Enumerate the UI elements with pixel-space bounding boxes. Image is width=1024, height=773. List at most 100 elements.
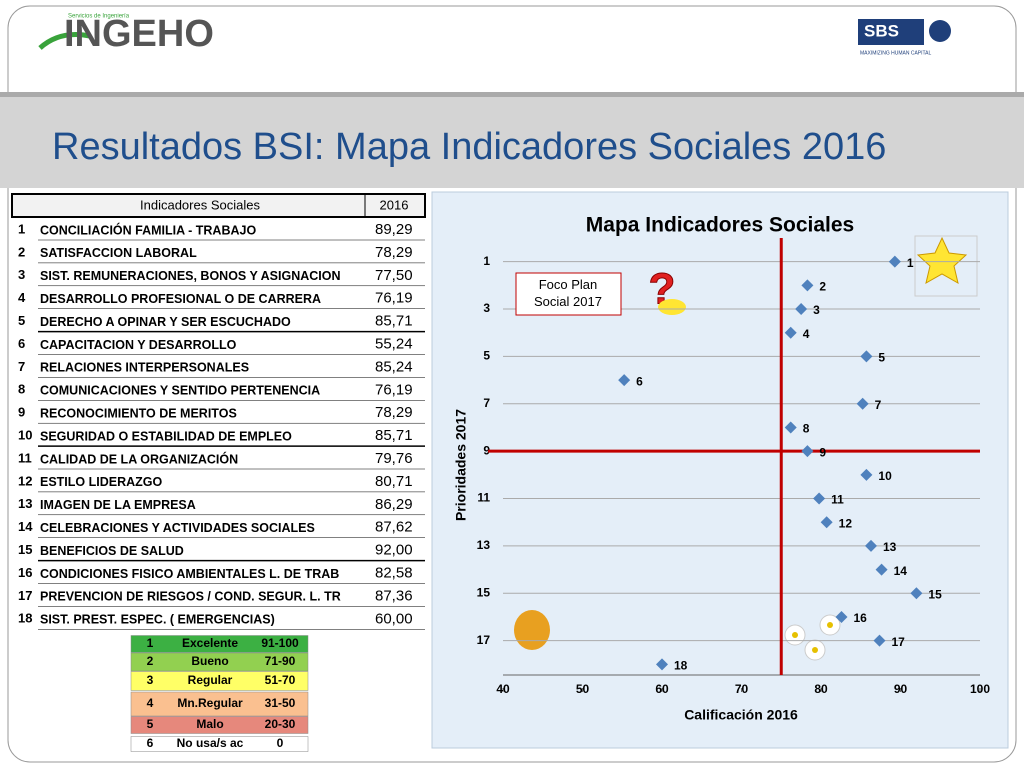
table-header: 2016	[380, 197, 409, 212]
row-value: 55,24	[375, 335, 413, 352]
scale-cell: 2	[147, 654, 154, 668]
logo-right: SBS	[864, 21, 899, 40]
point-label: 4	[803, 327, 810, 341]
point	[910, 587, 923, 600]
row-value: 87,36	[375, 587, 413, 604]
point-label: 12	[839, 516, 853, 530]
row-value: 76,19	[375, 290, 413, 307]
row-name: DERECHO A OPINAR Y SER ESCUCHADO	[40, 315, 291, 329]
row-value-bg	[365, 402, 425, 425]
point	[860, 350, 873, 363]
scale-cell: 31-50	[265, 696, 296, 710]
y-tick-label: 11	[477, 491, 490, 505]
logo-right-box	[858, 19, 924, 45]
row-value: 92,00	[375, 542, 413, 559]
row-value: 86,29	[375, 496, 413, 513]
scale-cell: 4	[147, 696, 154, 710]
y-tick-label: 1	[483, 254, 490, 268]
row-value-bg	[365, 608, 425, 631]
point-label: 17	[892, 635, 906, 649]
row-name: PREVENCION DE RIESGOS / COND. SEGUR. L. …	[40, 590, 341, 604]
row-name: SIST. REMUNERACIONES, BONOS Y ASIGNACION	[40, 269, 341, 283]
annotation-box	[515, 272, 622, 316]
row-value: 80,71	[375, 473, 413, 490]
row-number: 12	[18, 473, 32, 488]
point	[820, 516, 833, 529]
title-band-edge	[0, 92, 1024, 97]
row-number: 13	[18, 496, 32, 511]
title-band	[0, 92, 1024, 188]
row-name: IMAGEN DE LA EMPRESA	[40, 498, 196, 512]
logo-left: INGEHO	[64, 13, 214, 55]
row-value-bg	[365, 493, 425, 516]
row-name: CONCILIACIÓN FAMILIA - TRABAJO	[40, 222, 256, 237]
row-value: 77,50	[375, 267, 413, 284]
row-number: 2	[18, 244, 25, 259]
point-label: 3	[813, 303, 820, 317]
row-value: 85,71	[375, 313, 413, 330]
row-value: 79,76	[375, 450, 413, 467]
row-number: 6	[18, 336, 25, 351]
row-number: 5	[18, 313, 25, 328]
row-value-bg	[365, 425, 425, 448]
row-value-bg	[365, 241, 425, 264]
scale-row-bg	[130, 671, 309, 691]
row-value: 85,71	[375, 427, 413, 444]
point-label: 15	[928, 587, 942, 601]
row-name: CAPACITACION Y DESARROLLO	[40, 338, 237, 352]
row-number: 16	[18, 565, 32, 580]
row-value-bg	[365, 310, 425, 333]
point	[618, 374, 631, 387]
point-label: 11	[831, 493, 844, 507]
row-value: 89,29	[375, 221, 413, 238]
row-value-bg	[365, 470, 425, 493]
scale-row-bg	[130, 736, 309, 752]
y-tick-label: 13	[477, 538, 491, 552]
row-value-bg	[365, 287, 425, 310]
row-value: 78,29	[375, 404, 413, 421]
point	[873, 634, 886, 647]
x-tick-label: 50	[576, 682, 590, 696]
x-tick-label: 40	[496, 682, 510, 696]
row-value: 60,00	[375, 610, 413, 627]
logo-right-small: MAXIMIZING HUMAN CAPITAL	[860, 50, 932, 56]
y-tick-label: 7	[483, 396, 490, 410]
point	[784, 326, 797, 339]
scale-cell: 91-100	[261, 636, 299, 650]
point	[875, 563, 888, 576]
point-label: 2	[819, 280, 826, 294]
table-header: Indicadores Sociales	[140, 197, 260, 212]
point-label: 14	[894, 564, 908, 578]
x-tick-label: 100	[970, 682, 990, 696]
annotation: Foco Plan Social 2017	[534, 277, 602, 309]
scale-cell: 1	[147, 636, 154, 650]
logo-left-small: Servicios de Ingeniería	[68, 14, 130, 20]
row-name: RECONOCIMIENTO DE MERITOS	[40, 406, 237, 420]
row-name: SEGURIDAD O ESTABILIDAD DE EMPLEO	[40, 429, 292, 443]
point-label: 6	[636, 374, 643, 388]
point	[801, 445, 814, 458]
point	[856, 397, 869, 410]
row-name: BENEFICIOS DE SALUD	[40, 544, 184, 558]
y-axis-label: Prioridades 2017	[453, 409, 469, 521]
row-value-bg	[365, 539, 425, 562]
y-tick-label: 3	[483, 301, 490, 315]
y-tick-label: 9	[483, 443, 490, 457]
point-label: 16	[854, 611, 868, 625]
row-number: 4	[18, 290, 26, 305]
scale-cell: Mn.Regular	[177, 696, 243, 710]
point-label: 10	[878, 469, 892, 483]
scale-cell: 51-70	[265, 673, 296, 687]
row-value: 87,62	[375, 519, 413, 536]
row-name: CONDICIONES FISICO AMBIENTALES L. DE TRA…	[40, 567, 339, 581]
point-label: 18	[674, 658, 688, 672]
flowers-icon	[784, 614, 841, 661]
x-tick-label: 70	[735, 682, 749, 696]
row-number: 3	[18, 267, 25, 282]
y-tick-label: 5	[483, 349, 490, 363]
point	[835, 610, 848, 623]
point	[888, 255, 901, 268]
row-number: 10	[18, 428, 32, 443]
x-tick-label: 80	[814, 682, 828, 696]
row-value-bg	[365, 448, 425, 470]
